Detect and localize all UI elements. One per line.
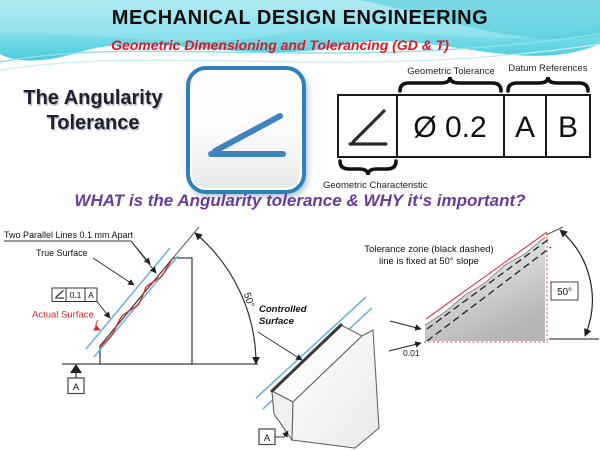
background-wave — [0, 0, 600, 42]
label-geometric-characteristic: Geometric Characteristic — [323, 180, 428, 191]
tolerance-zone-line-upper — [85, 247, 171, 350]
tolerance-zone-line-upper — [255, 296, 367, 399]
fcf-tolerance-value: Ø 0.2 — [413, 111, 486, 144]
actual-surface-profile — [424, 236, 546, 326]
label-geometric-tolerance: Geometric Tolerance — [407, 66, 494, 77]
brace-geometric-tolerance — [398, 76, 503, 93]
label-controlled-line1: Controlled — [259, 304, 307, 315]
zone-caption-line1: Tolerance zone (black dashed) — [364, 244, 493, 255]
angle-extension-line — [172, 226, 200, 259]
angle-value-box — [550, 281, 579, 301]
datum-label: A — [73, 382, 80, 393]
background-wave-line — [0, 43, 600, 71]
label-datum-references: Datum References — [508, 63, 587, 74]
fcf-small-tolerance: 0.1 — [70, 290, 82, 300]
page-subtitle: Geometric Dimensioning and Tolerancing (… — [111, 37, 449, 53]
label-parallel-lines: Two Parallel Lines 0.1 mm Apart — [4, 230, 134, 240]
leader-parallel-lines-2 — [130, 240, 157, 274]
question-text: WHAT is the Angularity tolerance & WHY i… — [74, 191, 526, 210]
angularity-symbol-tile — [186, 66, 306, 194]
feature-control-frame-small: 0.1 A — [51, 287, 111, 319]
background-wave-line — [0, 33, 600, 63]
header-wave-background — [0, 0, 600, 71]
part-outline — [99, 257, 193, 365]
datum-label: A — [264, 433, 271, 444]
angle-dimension-arc — [194, 232, 260, 365]
leader-datum — [275, 430, 289, 438]
part-cross-section — [425, 237, 545, 341]
label-controlled-line2: Surface — [259, 316, 295, 327]
zone-width-value: 0.01 — [403, 348, 420, 358]
fcf-datum-primary: A — [515, 111, 535, 144]
angle-value: 50° — [557, 287, 572, 298]
brace-geometric-characteristic — [338, 159, 398, 176]
angularity-icon-angle-line — [212, 113, 283, 154]
angularity-symbol-icon — [348, 109, 388, 146]
diagram-zone: Tolerance zone (black dashed) line is fi… — [364, 226, 599, 358]
angle-dimension-arc — [559, 229, 593, 337]
zone-width-arrow-lower — [388, 341, 422, 352]
fcf-datum-secondary: B — [558, 111, 578, 144]
angle-value: 50° — [241, 291, 256, 309]
label-true-surface: True Surface — [36, 248, 88, 258]
diagram-3d: Controlled Surface A — [255, 296, 380, 449]
angularity-symbol-icon — [55, 290, 64, 299]
fcf-frame — [337, 94, 591, 158]
section-heading-line2: Tolerance — [46, 112, 140, 134]
section-heading-line1: The Angularity — [23, 87, 163, 109]
angularity-icon — [208, 113, 286, 157]
zone-width-arrow-upper — [389, 320, 422, 331]
leader-fcf — [96, 301, 111, 319]
brace-datum-references — [506, 76, 590, 93]
diagram-2d: 50° Two Parallel Lines 0.1 mm Apart True… — [4, 226, 260, 395]
diagrams-canvas: 50° Two Parallel Lines 0.1 mm Apart True… — [4, 226, 599, 449]
section-heading: The Angularity Tolerance — [4, 86, 182, 136]
tolerance-zone-boundary-lower — [426, 246, 552, 342]
label-actual-surface: Actual Surface — [32, 310, 94, 321]
feature-control-frame-figure: Geometric Tolerance Datum References Ø 0… — [323, 63, 591, 191]
datum-feature-symbol: A — [67, 364, 85, 395]
zone-caption-line2: line is fixed at 50° slope — [379, 256, 479, 267]
actual-surface-curve — [99, 258, 173, 348]
background-wave — [360, 0, 600, 40]
leader-true-surface — [92, 257, 135, 286]
datum-feature-symbol: A — [258, 428, 289, 446]
tolerance-zone-boundary-upper — [426, 238, 550, 330]
fcf-small-datum: A — [88, 290, 94, 300]
wedge-side-face — [291, 329, 380, 449]
controlled-surface-edge — [270, 323, 343, 393]
page-title: MECHANICAL DESIGN ENGINEERING — [111, 7, 489, 29]
leader-controlled-surface — [257, 331, 303, 361]
leader-actual-surface — [93, 319, 101, 331]
angle-extension-tick — [545, 226, 564, 236]
true-surface-line — [425, 231, 548, 320]
